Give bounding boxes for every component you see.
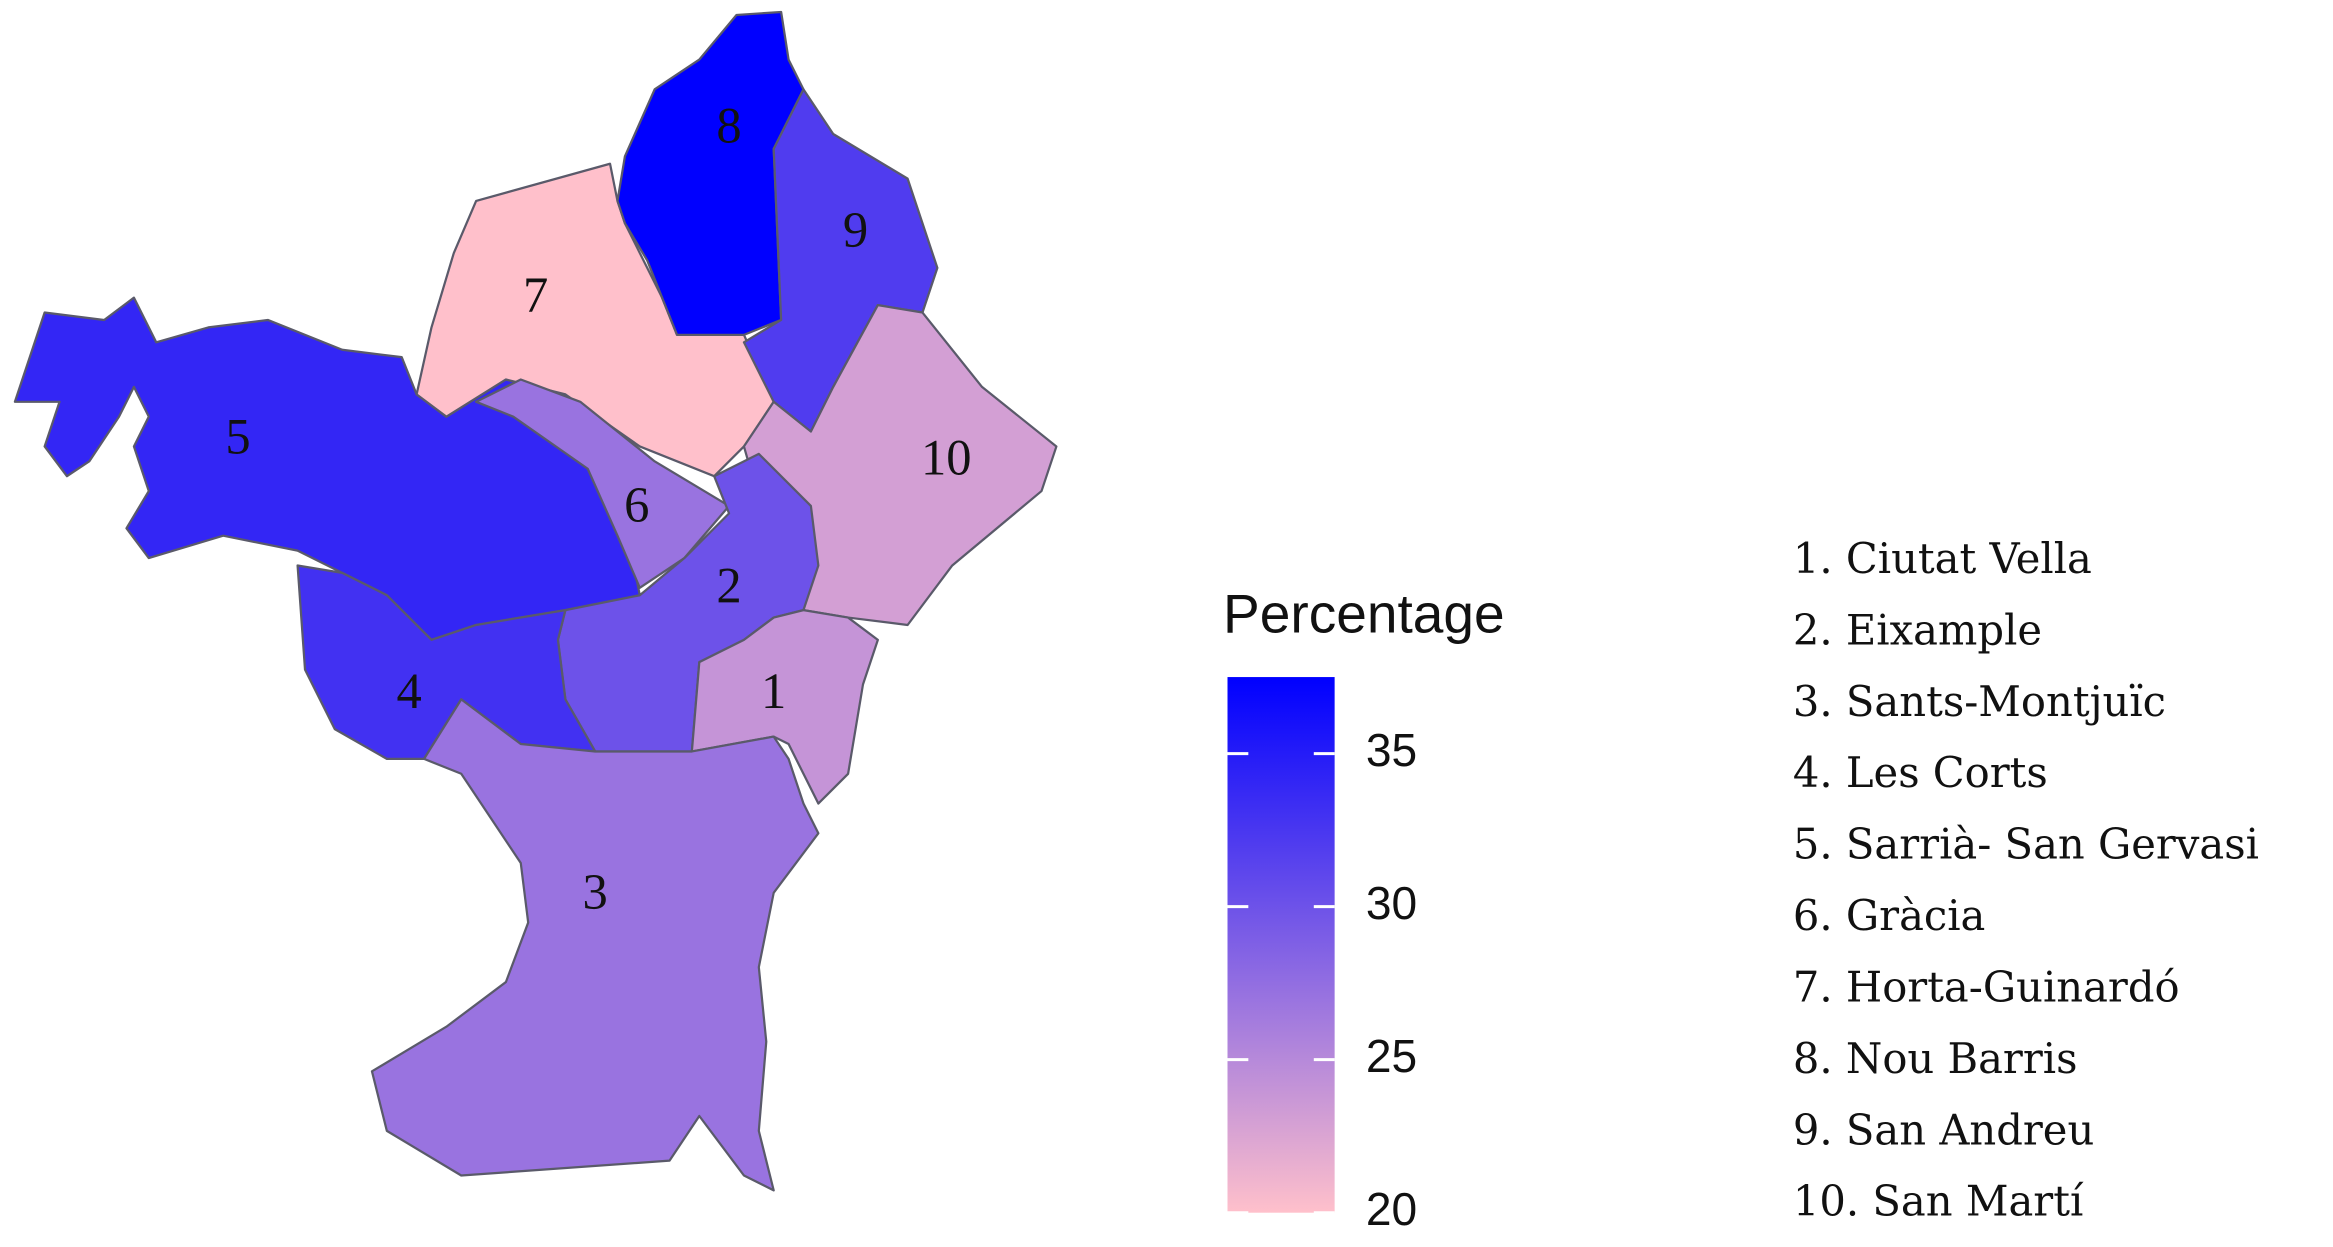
district-name: 6. Gràcia (1793, 891, 1986, 940)
district-number: 10 (921, 429, 972, 485)
district-number: 7 (523, 267, 548, 323)
district-number: 9 (843, 202, 868, 258)
district-shape (296, 564, 597, 761)
district-shape (370, 698, 820, 1192)
tick-label: 25 (1366, 1030, 1417, 1082)
district-list: 1. Ciutat Vella 2. Eixample 3. Sants-Montj… (1793, 534, 2259, 1226)
district-number: 1 (761, 663, 786, 719)
district-number: 5 (225, 409, 250, 465)
district-name: 7. Horta-Guinardó (1793, 963, 2180, 1012)
tick-label: 30 (1366, 877, 1417, 929)
district-number: 6 (624, 477, 649, 533)
district-name: 9. San Andreu (1793, 1105, 2094, 1154)
district-name: 2. Eixample (1793, 605, 2042, 654)
legend-title: Percentage (1223, 582, 1505, 644)
map-labels: 12 3 4 5 6 7 8 9 10 (225, 98, 971, 920)
district-shape (690, 608, 879, 805)
district-number: 8 (716, 98, 741, 154)
tick-label: 20 (1366, 1183, 1417, 1235)
tick-label: 35 (1366, 724, 1417, 776)
district-name: 10. San Martí (1793, 1177, 2084, 1226)
district-number: 3 (583, 864, 608, 920)
legend-ticks: 20 25 30 35 (1227, 724, 1417, 1235)
district-name: 5. Sarrià- San Gervasi (1793, 820, 2259, 869)
district-number: 4 (397, 663, 422, 719)
district-name: 4. Les Corts (1793, 748, 2048, 797)
district-name: 1. Ciutat Vella (1793, 534, 2092, 583)
district-name: 3. Sants-Montjuïc (1793, 677, 2166, 726)
districts (13, 10, 1058, 1192)
district-name: 8. Nou Barris (1793, 1034, 2078, 1083)
color-bar (1227, 677, 1335, 1213)
district-number: 2 (716, 557, 741, 613)
